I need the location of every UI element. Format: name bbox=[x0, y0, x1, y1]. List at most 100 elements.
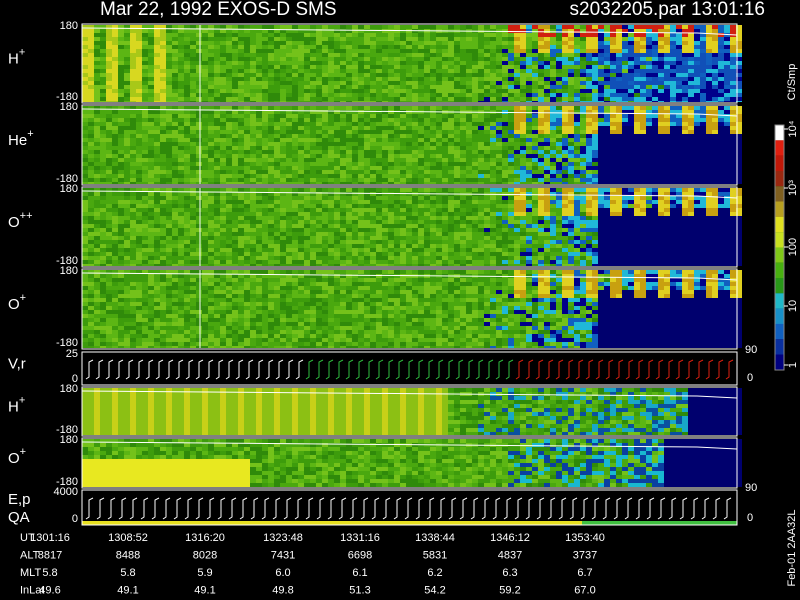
cell bbox=[508, 37, 514, 41]
cell bbox=[190, 106, 196, 110]
cell bbox=[160, 118, 166, 122]
cell bbox=[82, 224, 88, 228]
cell bbox=[82, 25, 88, 29]
cell bbox=[604, 73, 610, 77]
cell bbox=[718, 122, 724, 126]
cell bbox=[586, 134, 592, 138]
cell bbox=[214, 65, 220, 69]
cell bbox=[358, 57, 364, 61]
cell bbox=[262, 182, 268, 184]
cell bbox=[286, 130, 292, 134]
cell bbox=[184, 53, 190, 57]
cell bbox=[670, 29, 676, 33]
cell bbox=[88, 41, 94, 45]
cell bbox=[478, 37, 484, 41]
cell bbox=[106, 37, 112, 41]
cell bbox=[82, 196, 88, 200]
cell bbox=[172, 196, 178, 200]
cell bbox=[82, 142, 88, 146]
cell bbox=[154, 244, 160, 248]
cell bbox=[250, 232, 256, 236]
cell bbox=[94, 146, 100, 150]
cell bbox=[592, 110, 598, 114]
cell bbox=[580, 45, 586, 49]
cell bbox=[166, 138, 172, 142]
cell bbox=[418, 146, 424, 150]
cell bbox=[244, 244, 250, 248]
cell bbox=[256, 93, 262, 97]
cell bbox=[736, 61, 742, 65]
cell bbox=[436, 93, 442, 97]
cell bbox=[406, 49, 412, 53]
cell bbox=[184, 244, 190, 248]
cell bbox=[316, 101, 322, 102]
cell bbox=[700, 118, 706, 122]
cell bbox=[466, 101, 472, 102]
cell bbox=[508, 97, 514, 101]
cell bbox=[142, 142, 148, 146]
cell bbox=[250, 65, 256, 69]
cell bbox=[262, 97, 268, 101]
cell bbox=[442, 37, 448, 41]
cell bbox=[292, 89, 298, 93]
cell bbox=[124, 73, 130, 77]
cell bbox=[400, 106, 406, 110]
cell bbox=[436, 25, 442, 29]
cell bbox=[334, 114, 340, 118]
cell bbox=[394, 77, 400, 81]
cell bbox=[562, 37, 568, 41]
cell bbox=[232, 122, 238, 126]
cell bbox=[376, 106, 382, 110]
cell bbox=[172, 244, 178, 248]
y-tick-label: -180 bbox=[56, 91, 78, 103]
cell bbox=[382, 97, 388, 101]
cell bbox=[436, 69, 442, 73]
cell bbox=[400, 61, 406, 65]
cell bbox=[694, 101, 700, 102]
cell bbox=[646, 158, 652, 162]
cell bbox=[322, 85, 328, 89]
cell bbox=[196, 170, 202, 174]
cell bbox=[142, 204, 148, 208]
cell bbox=[358, 122, 364, 126]
cell bbox=[496, 182, 502, 184]
cell bbox=[160, 256, 166, 260]
cell bbox=[190, 182, 196, 184]
cell bbox=[484, 126, 490, 130]
cell bbox=[610, 45, 616, 49]
cell bbox=[88, 196, 94, 200]
cell bbox=[196, 45, 202, 49]
cell bbox=[196, 73, 202, 77]
cell bbox=[172, 224, 178, 228]
cell bbox=[340, 118, 346, 122]
cell bbox=[382, 61, 388, 65]
cell bbox=[652, 158, 658, 162]
cell bbox=[610, 182, 616, 184]
cell bbox=[454, 158, 460, 162]
cell bbox=[172, 240, 178, 244]
cell bbox=[352, 69, 358, 73]
cell bbox=[172, 200, 178, 204]
cell bbox=[412, 150, 418, 154]
cell bbox=[304, 57, 310, 61]
cell bbox=[586, 85, 592, 89]
cell bbox=[100, 126, 106, 130]
cell bbox=[628, 93, 634, 97]
cell bbox=[598, 57, 604, 61]
cell bbox=[328, 89, 334, 93]
cell bbox=[178, 25, 184, 29]
cell bbox=[214, 81, 220, 85]
cell bbox=[448, 174, 454, 178]
cell bbox=[94, 208, 100, 212]
cell bbox=[184, 178, 190, 182]
cell bbox=[670, 146, 676, 150]
cell bbox=[700, 134, 706, 138]
cell bbox=[574, 178, 580, 182]
cell bbox=[412, 162, 418, 166]
panel-frame bbox=[81, 104, 738, 186]
cell bbox=[646, 61, 652, 65]
cell bbox=[286, 178, 292, 182]
cell bbox=[160, 106, 166, 110]
cell bbox=[136, 240, 142, 244]
cell bbox=[214, 264, 220, 266]
